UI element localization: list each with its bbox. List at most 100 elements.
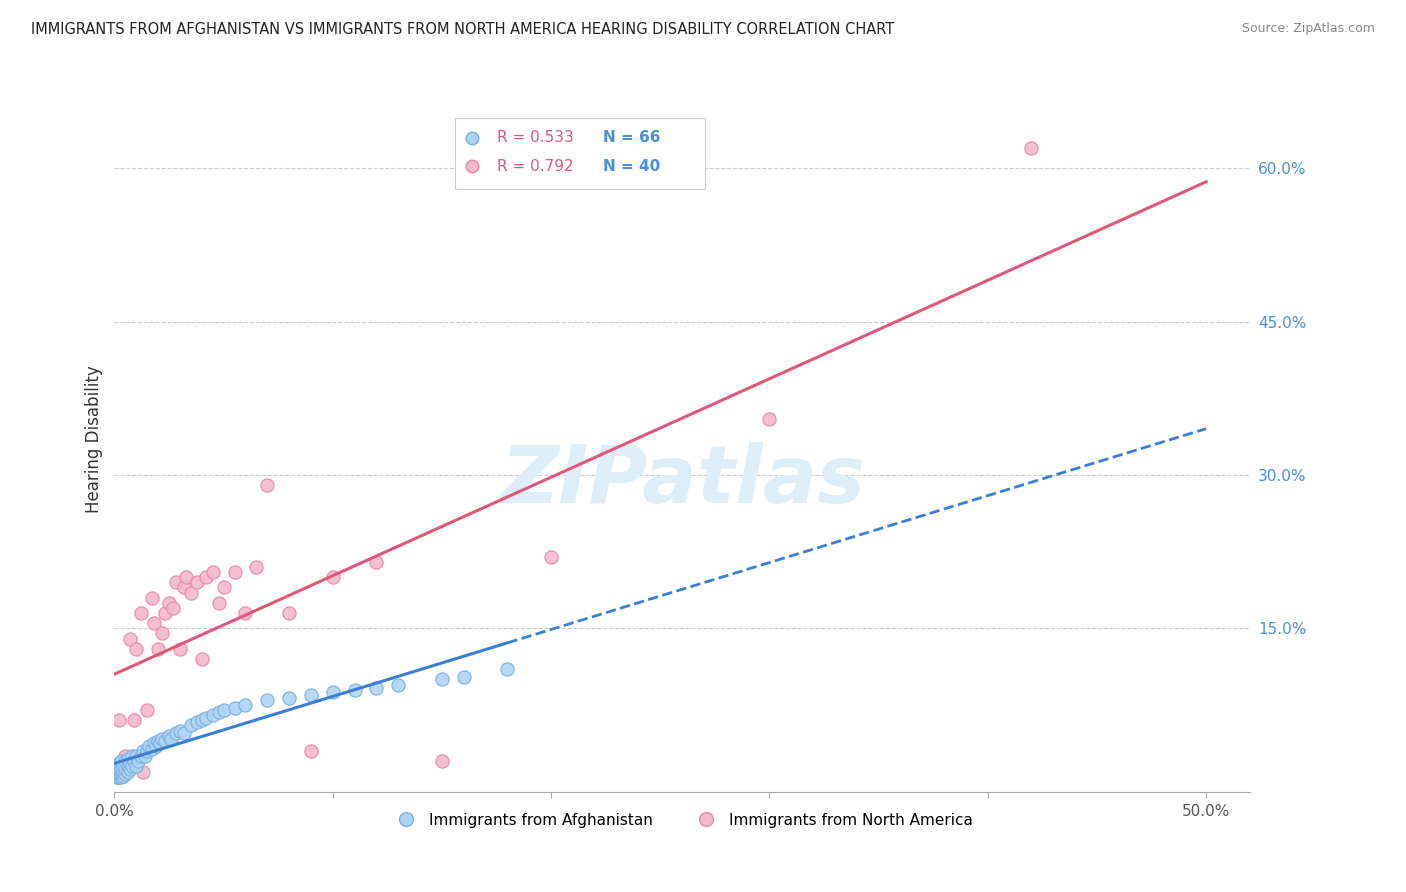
Point	[105, 766, 128, 780]
Point	[138, 739, 160, 753]
Point	[136, 744, 159, 758]
Point	[201, 708, 224, 723]
Point	[118, 763, 141, 777]
Point	[224, 565, 246, 579]
Point	[387, 677, 409, 691]
Point	[169, 641, 191, 656]
Point	[180, 585, 202, 599]
Point	[165, 575, 187, 590]
Point	[112, 759, 135, 773]
Point	[129, 606, 152, 620]
Point	[121, 749, 143, 764]
Point	[110, 759, 132, 773]
Point	[134, 749, 156, 764]
Point	[107, 766, 129, 780]
Point	[299, 688, 322, 702]
Point	[278, 690, 301, 705]
Point	[105, 764, 128, 779]
Point	[224, 701, 246, 715]
Point	[105, 770, 128, 784]
Point	[114, 754, 136, 768]
FancyBboxPatch shape	[456, 118, 704, 189]
Point	[118, 756, 141, 771]
Text: R = 0.792: R = 0.792	[498, 159, 574, 174]
Point	[117, 752, 139, 766]
Point	[107, 770, 129, 784]
Point	[160, 731, 183, 746]
Point	[145, 739, 167, 753]
Point	[190, 652, 212, 666]
Point	[173, 581, 195, 595]
Text: N = 40: N = 40	[603, 159, 659, 174]
Text: Source: ZipAtlas.com: Source: ZipAtlas.com	[1241, 22, 1375, 36]
Point	[142, 616, 165, 631]
Point	[114, 766, 136, 780]
Point	[366, 681, 388, 695]
Point	[112, 769, 135, 783]
Point	[149, 736, 172, 750]
Y-axis label: Hearing Disability: Hearing Disability	[86, 366, 103, 513]
Point	[256, 478, 278, 492]
Point	[299, 744, 322, 758]
Point	[212, 581, 235, 595]
Point	[107, 714, 129, 728]
Point	[157, 729, 180, 743]
Point	[496, 662, 519, 676]
Point	[430, 673, 453, 687]
Point	[366, 555, 388, 569]
Legend: Immigrants from Afghanistan, Immigrants from North America: Immigrants from Afghanistan, Immigrants …	[385, 806, 980, 834]
Point	[186, 575, 208, 590]
Point	[127, 754, 149, 768]
Point	[129, 749, 152, 764]
Point	[142, 736, 165, 750]
Point	[162, 600, 184, 615]
Point	[105, 763, 128, 777]
Point	[152, 731, 174, 746]
Point	[136, 703, 159, 717]
Point	[180, 718, 202, 732]
Point	[114, 763, 136, 777]
Point	[195, 570, 218, 584]
Text: R = 0.533: R = 0.533	[498, 130, 574, 145]
Point	[540, 549, 562, 564]
Point	[245, 560, 267, 574]
Point	[141, 742, 163, 756]
Point	[132, 744, 155, 758]
Point	[195, 711, 218, 725]
Point	[430, 754, 453, 768]
Point	[114, 749, 136, 764]
Point	[453, 670, 475, 684]
Point	[117, 764, 139, 779]
Point	[157, 596, 180, 610]
Point	[105, 770, 128, 784]
Point	[153, 606, 176, 620]
Point	[322, 570, 344, 584]
Point	[208, 705, 231, 719]
Point	[758, 411, 780, 425]
Point	[173, 725, 195, 739]
Point	[110, 766, 132, 780]
Point	[152, 626, 174, 640]
Text: ZIPatlas: ZIPatlas	[499, 442, 865, 521]
Point	[107, 756, 129, 771]
Point	[125, 759, 148, 773]
Point	[121, 759, 143, 773]
Point	[125, 749, 148, 764]
Point	[235, 698, 257, 712]
Point	[176, 570, 198, 584]
Point	[132, 764, 155, 779]
Point	[110, 763, 132, 777]
Text: IMMIGRANTS FROM AFGHANISTAN VS IMMIGRANTS FROM NORTH AMERICA HEARING DISABILITY : IMMIGRANTS FROM AFGHANISTAN VS IMMIGRANT…	[31, 22, 894, 37]
Point	[235, 606, 257, 620]
Point	[110, 770, 132, 784]
Point	[165, 725, 187, 739]
Point	[343, 682, 366, 697]
Point	[122, 754, 145, 768]
Point	[117, 759, 139, 773]
Point	[110, 754, 132, 768]
Point	[190, 714, 212, 728]
Point	[153, 734, 176, 748]
Point	[201, 565, 224, 579]
Point	[322, 684, 344, 698]
Point	[122, 714, 145, 728]
